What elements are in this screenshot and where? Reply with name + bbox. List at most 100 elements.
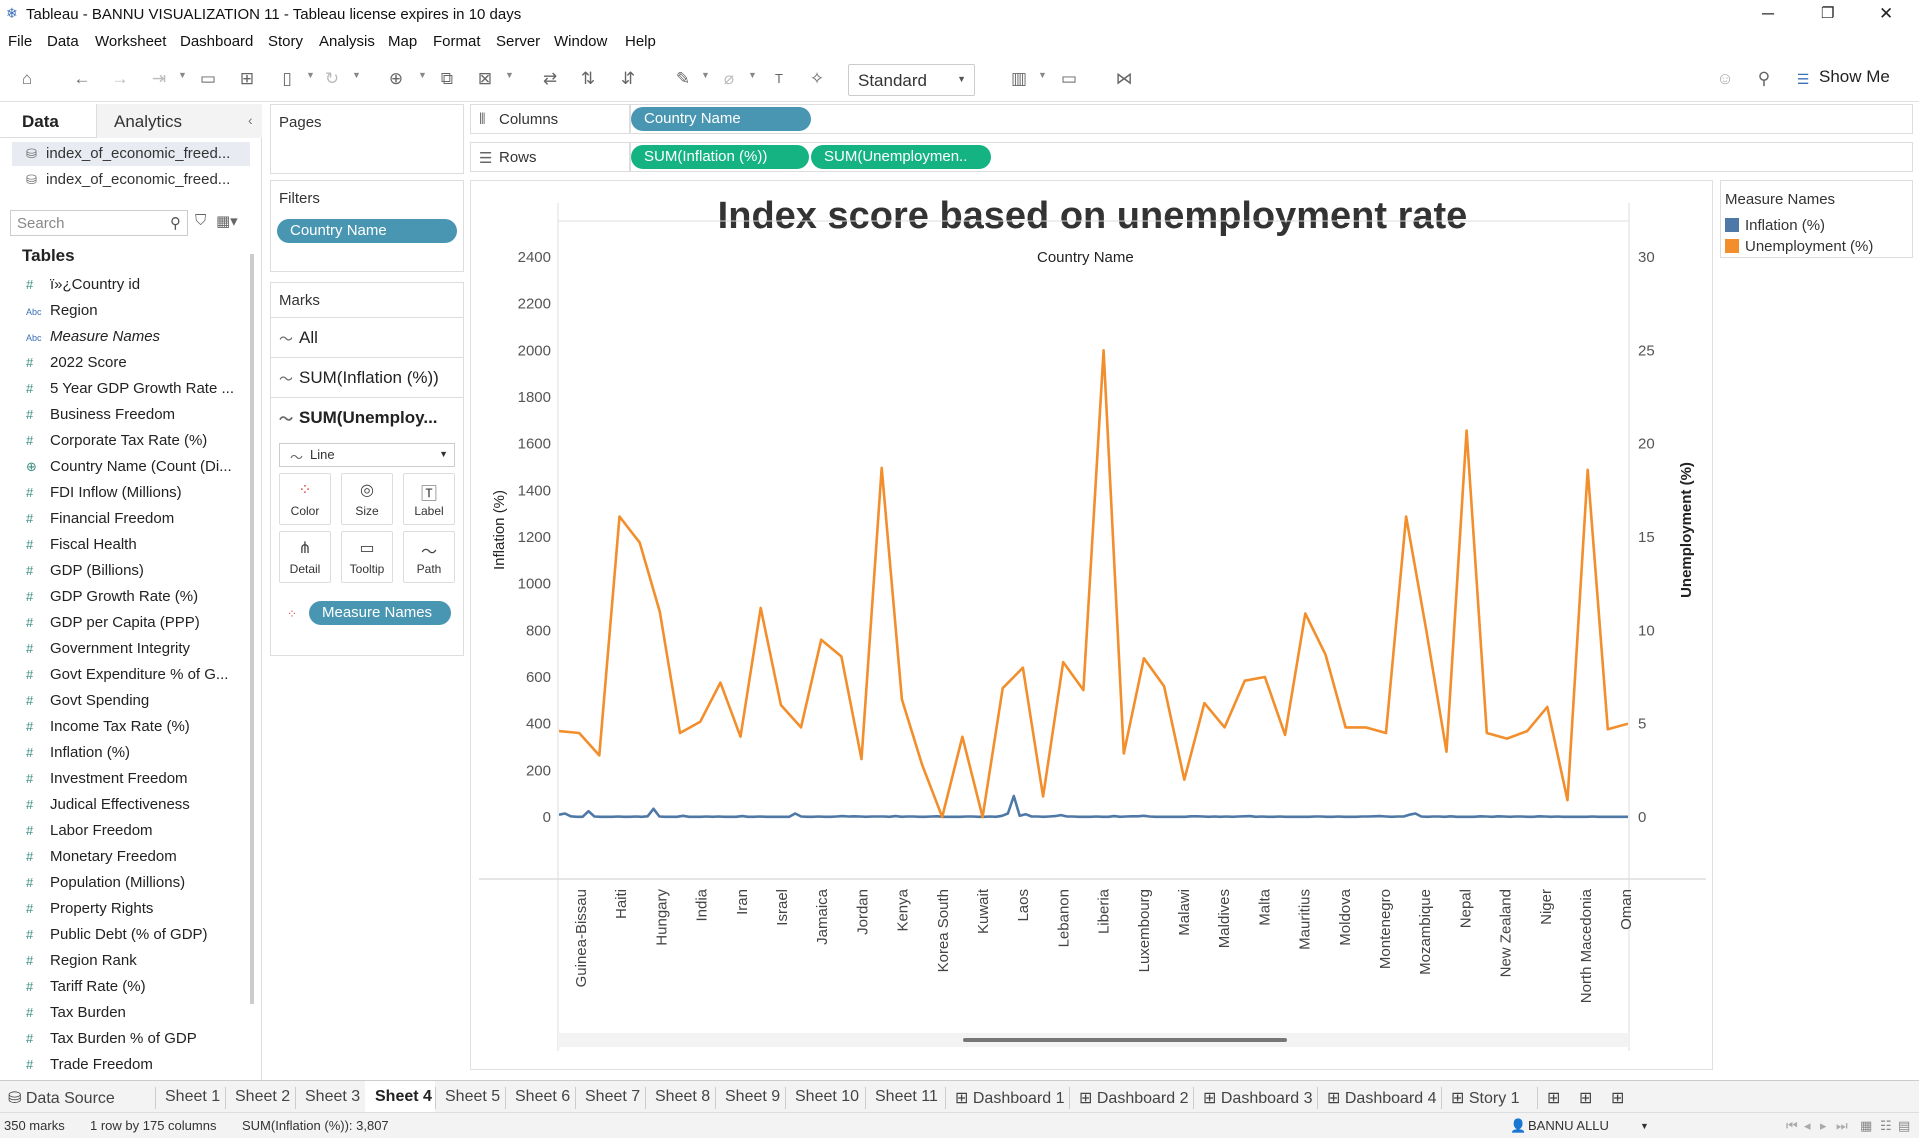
fit-dropdown[interactable]: Standard ▼ <box>848 64 975 96</box>
chart-svg[interactable]: 0200400600800100012001400160018002000220… <box>471 181 1714 1071</box>
show-me-icon[interactable]: ☰ <box>1796 71 1810 87</box>
field-item[interactable]: # Property Rights <box>26 900 241 917</box>
marks-inflation[interactable]: 〜 SUM(Inflation (%)) <box>271 357 463 395</box>
home-icon[interactable]: ⌂ <box>21 69 33 88</box>
new-worksheet-icon[interactable]: ⊞ <box>1547 1090 1561 1107</box>
sort-descending-icon[interactable]: ⇵ <box>620 69 636 88</box>
sheet-tab[interactable]: Sheet 2 <box>235 1088 291 1105</box>
rows-shelf[interactable]: SUM(Inflation (%)) SUM(Unemploymen.. <box>630 142 1913 172</box>
chevron-down-icon[interactable]: ▼ <box>178 70 187 80</box>
tab-data[interactable]: Data <box>22 112 59 131</box>
sheet-tab[interactable]: ⊞ Dashboard 3 <box>1203 1090 1313 1107</box>
marks-unemployment[interactable]: 〜 SUM(Unemploy... <box>271 397 463 435</box>
pages-shelf[interactable]: Pages <box>270 104 464 174</box>
chevron-down-icon[interactable]: ▼ <box>1038 70 1047 80</box>
field-item[interactable]: # Govt Spending <box>26 692 241 709</box>
nav-first-icon[interactable]: ⏮ <box>1786 1118 1798 1133</box>
highlight-icon[interactable]: ✎ <box>675 69 691 88</box>
chevron-down-icon[interactable]: ▼ <box>1640 1121 1649 1131</box>
menu-file[interactable]: File <box>8 33 33 50</box>
field-item[interactable]: # Region Rank <box>26 952 241 969</box>
field-item[interactable]: # Corporate Tax Rate (%) <box>26 432 241 449</box>
chevron-down-icon[interactable]: ▼ <box>418 70 427 80</box>
field-item[interactable]: ⊕ Country Name (Count (Di... <box>26 458 241 475</box>
field-item[interactable]: # Inflation (%) <box>26 744 241 761</box>
field-item[interactable]: # Monetary Freedom <box>26 848 241 865</box>
legend-item-inflation[interactable]: Inflation (%) <box>1725 217 1825 234</box>
nav-prev-icon[interactable]: ◂ <box>1804 1118 1811 1133</box>
duplicate-icon[interactable]: ⧉ <box>440 69 454 88</box>
field-item[interactable]: # Investment Freedom <box>26 770 241 787</box>
field-item[interactable]: # Govt Expenditure % of G... <box>26 666 241 683</box>
show-cards-icon[interactable]: ▥ <box>1010 69 1028 88</box>
menu-window[interactable]: Window <box>554 33 608 50</box>
share-icon[interactable]: ⋈ <box>1115 69 1133 88</box>
chevron-down-icon[interactable]: ▼ <box>352 70 361 80</box>
format-painter-icon[interactable]: ⚲ <box>1757 69 1771 88</box>
viz-area[interactable]: Index score based on unemployment rate C… <box>470 180 1713 1070</box>
minimize-icon[interactable]: ─ <box>1762 4 1775 23</box>
status-user[interactable]: BANNU ALLU <box>1528 1118 1609 1133</box>
group-icon[interactable]: ⌀ <box>723 69 735 88</box>
field-item[interactable]: # GDP per Capita (PPP) <box>26 614 241 631</box>
presentation-icon[interactable]: ▭ <box>1060 69 1078 88</box>
chevron-down-icon[interactable]: ▼ <box>748 70 757 80</box>
list-view-icon[interactable]: ☷ <box>1880 1118 1892 1133</box>
measure-names-pill[interactable]: Measure Names <box>309 601 451 625</box>
menu-worksheet[interactable]: Worksheet <box>95 33 167 50</box>
menu-server[interactable]: Server <box>496 33 541 50</box>
nav-last-icon[interactable]: ⏭ <box>1836 1118 1848 1133</box>
chevron-down-icon[interactable]: ▼ <box>701 70 710 80</box>
field-item[interactable]: # Trade Freedom <box>26 1056 241 1073</box>
view-options-icon[interactable]: ▦▾ <box>216 213 238 230</box>
columns-pill-country-name[interactable]: Country Name <box>631 107 811 131</box>
sheet-tab[interactable]: Sheet 9 <box>725 1088 781 1105</box>
grid-view-icon[interactable]: ▦ <box>1860 1118 1873 1133</box>
path-button[interactable]: 〜 Path <box>403 531 455 583</box>
restore-icon[interactable]: ❐ <box>1821 5 1835 22</box>
field-item[interactable]: #5 Year GDP Growth Rate ... <box>26 380 241 397</box>
field-item[interactable]: # Fiscal Health <box>26 536 241 553</box>
sheet-tab[interactable]: ⛁ Data Source <box>8 1090 115 1107</box>
sheet-tab[interactable]: ⊞ Dashboard 1 <box>955 1090 1065 1107</box>
show-me-button[interactable]: Show Me <box>1819 67 1890 86</box>
close-icon[interactable]: ✕ <box>1879 4 1894 23</box>
menu-data[interactable]: Data <box>47 33 79 50</box>
label-button[interactable]: 🅃 Label <box>403 473 455 525</box>
sort-ascending-icon[interactable]: ⇅ <box>580 69 596 88</box>
scrollbar[interactable] <box>250 254 254 1004</box>
new-story-icon[interactable]: ⊞ <box>1611 1090 1625 1107</box>
menu-story[interactable]: Story <box>268 33 304 50</box>
legend-item-unemployment[interactable]: Unemployment (%) <box>1725 238 1873 255</box>
sheet-tab[interactable]: Sheet 10 <box>795 1088 860 1105</box>
sheet-tab[interactable]: Sheet 4 <box>375 1088 432 1105</box>
color-button[interactable]: ⁘ Color <box>279 473 331 525</box>
filter-icon[interactable]: ⛉ <box>195 212 207 229</box>
forward-icon[interactable]: → <box>111 69 129 88</box>
field-item[interactable]: # ï»¿Country id <box>26 276 241 293</box>
sheet-tab[interactable]: Sheet 1 <box>165 1088 221 1105</box>
back-icon[interactable]: ← <box>73 69 91 88</box>
tab-analytics[interactable]: Analytics <box>114 112 183 131</box>
rows-pill-unemployment[interactable]: SUM(Unemploymen.. <box>811 145 991 169</box>
mark-type-dropdown[interactable]: 〜 Line ▼ <box>279 443 455 467</box>
swap-icon[interactable]: ⇄ <box>542 69 558 88</box>
redo-icon[interactable]: ⇥ <box>151 69 167 88</box>
sheet-tab[interactable]: Sheet 8 <box>655 1088 711 1105</box>
field-item[interactable]: # Public Debt (% of GDP) <box>26 926 241 943</box>
chevron-down-icon[interactable]: ▼ <box>306 70 315 80</box>
labels-icon[interactable]: T <box>775 71 783 86</box>
field-item[interactable]: Abc Region <box>26 302 241 319</box>
field-item[interactable]: # Tariff Rate (%) <box>26 978 241 995</box>
menu-analysis[interactable]: Analysis <box>319 33 375 50</box>
columns-shelf[interactable]: Country Name <box>630 104 1913 134</box>
field-item[interactable]: # Business Freedom <box>26 406 241 423</box>
filter-pill-country-name[interactable]: Country Name <box>277 219 457 243</box>
field-item[interactable]: # Judical Effectiveness <box>26 796 241 813</box>
field-item[interactable]: # Tax Burden % of GDP <box>26 1030 241 1047</box>
bot-icon[interactable]: ☺ <box>1716 69 1734 88</box>
field-item[interactable]: # GDP Growth Rate (%) <box>26 588 241 605</box>
pause-updates-icon[interactable]: ▯ <box>282 69 292 88</box>
field-item[interactable]: #2022 Score <box>26 354 241 371</box>
field-item[interactable]: # GDP (Billions) <box>26 562 241 579</box>
